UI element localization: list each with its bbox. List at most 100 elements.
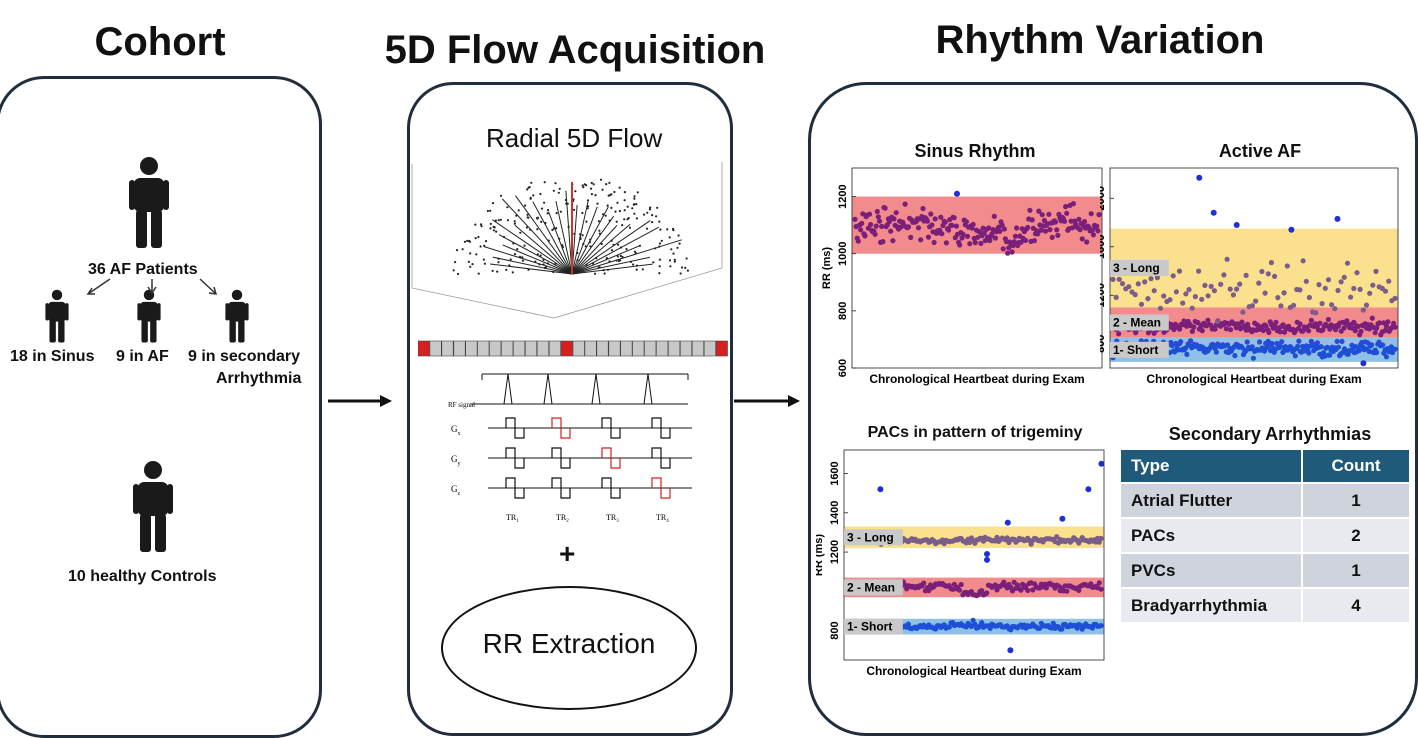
- secondary-label-line2: Arrhythmia: [216, 370, 302, 387]
- data-point: [1360, 307, 1366, 313]
- y-tick-label: 1000: [837, 241, 849, 265]
- data-point: [1116, 331, 1122, 337]
- data-point: [1113, 294, 1119, 300]
- data-point: [986, 225, 992, 231]
- data-point: [978, 240, 984, 246]
- data-point: [1232, 353, 1238, 359]
- segment-cell: [560, 340, 573, 357]
- sample-dot: [621, 224, 624, 227]
- sample-dot: [623, 218, 626, 221]
- data-point: [905, 224, 912, 230]
- outlier-point: [1085, 486, 1092, 493]
- data-point: [1338, 279, 1344, 285]
- af-patients-label: 36 AF Patients: [88, 261, 198, 278]
- data-point: [1243, 272, 1249, 278]
- data-point: [1344, 260, 1351, 266]
- data-point: [1382, 288, 1389, 294]
- sample-dot: [530, 181, 533, 184]
- segment-cell: [441, 340, 454, 357]
- gx-label: Gx: [451, 424, 461, 437]
- data-point: [1175, 347, 1181, 353]
- data-point: [1303, 278, 1309, 284]
- gradient-lobe: [651, 417, 671, 439]
- chart-title: PACs in pattern of trigeminy: [867, 424, 1083, 441]
- data-point: [981, 230, 987, 236]
- data-point: [905, 621, 911, 627]
- radial-spoke: [571, 215, 615, 275]
- sample-dot: [555, 227, 558, 230]
- data-point: [1064, 588, 1070, 594]
- sample-dot: [597, 220, 600, 223]
- data-point: [1145, 296, 1151, 302]
- sample-dot: [672, 252, 675, 255]
- data-point: [908, 234, 914, 240]
- sample-dot: [649, 206, 652, 209]
- sample-dot: [619, 254, 622, 257]
- y-tick-label: 1200: [837, 184, 849, 208]
- rhythm-heading: Rhythm Variation: [935, 18, 1265, 62]
- data-point: [852, 216, 858, 222]
- sample-dot: [651, 214, 654, 217]
- acquisition-heading: 5D Flow Acquisition: [384, 28, 766, 72]
- sample-dot: [589, 187, 593, 190]
- data-point: [1391, 320, 1397, 326]
- data-point: [1063, 204, 1069, 210]
- data-point: [1079, 236, 1085, 242]
- data-point: [1341, 325, 1347, 331]
- sample-dot: [552, 189, 555, 192]
- sample-dot: [660, 239, 663, 242]
- sample-dot: [596, 202, 599, 205]
- sample-dot: [632, 203, 635, 206]
- sample-dot: [483, 262, 486, 265]
- data-point: [1192, 294, 1198, 300]
- data-point: [992, 235, 998, 241]
- y-tick-label: 600: [837, 359, 849, 377]
- sample-dot: [678, 242, 681, 245]
- column-header: Type: [1121, 450, 1301, 482]
- sample-dot: [461, 248, 464, 251]
- data-point: [1373, 268, 1379, 274]
- table-cell: PVCs: [1121, 554, 1301, 587]
- sample-dot: [641, 268, 644, 271]
- table-title: Secondary Arrhythmias: [1168, 424, 1372, 444]
- data-point: [1249, 344, 1255, 350]
- data-point: [991, 213, 997, 219]
- gradient-lobe: [551, 477, 571, 499]
- sample-dot: [608, 181, 611, 184]
- data-point: [1221, 272, 1227, 278]
- segment-cell: [644, 340, 657, 357]
- arrow-icon: [328, 395, 392, 407]
- sample-dot: [684, 266, 687, 269]
- segment-cell: [501, 340, 514, 357]
- data-point: [1300, 258, 1306, 264]
- data-point: [1262, 290, 1268, 296]
- sample-dot: [681, 266, 684, 269]
- trigeminy-chart: 800 1200 1400 1600 RR (ms) Chronological Hear…: [816, 449, 1105, 678]
- data-point: [1385, 319, 1391, 325]
- controls-label: 10 healthy Controls: [68, 568, 217, 585]
- radial-spoke: [532, 201, 573, 275]
- data-point: [1366, 326, 1373, 332]
- sample-dot: [499, 218, 502, 221]
- data-point: [1196, 268, 1202, 274]
- data-point: [1291, 302, 1297, 308]
- data-point: [1355, 323, 1361, 329]
- data-point: [928, 211, 934, 217]
- radial-spoke: [501, 198, 573, 275]
- data-point: [1308, 317, 1314, 323]
- data-point: [1279, 339, 1285, 345]
- sample-dot: [652, 261, 655, 264]
- sample-dot: [471, 263, 474, 266]
- sample-dot: [491, 202, 495, 205]
- radial-spoke: [555, 201, 573, 275]
- band-label: 2 - Mean: [1113, 316, 1161, 330]
- data-point: [1038, 227, 1044, 233]
- outlier-point: [1210, 209, 1217, 216]
- sample-dot: [526, 188, 529, 191]
- sample-dot: [617, 243, 620, 246]
- sample-dot: [603, 272, 606, 275]
- data-point: [1335, 287, 1341, 294]
- sinus-rhythm-chart: 600 800 1000 1200 RR (ms) Chronological Heart…: [821, 167, 1103, 386]
- chart-title: Active AF: [1218, 141, 1302, 161]
- sample-dot: [605, 257, 608, 260]
